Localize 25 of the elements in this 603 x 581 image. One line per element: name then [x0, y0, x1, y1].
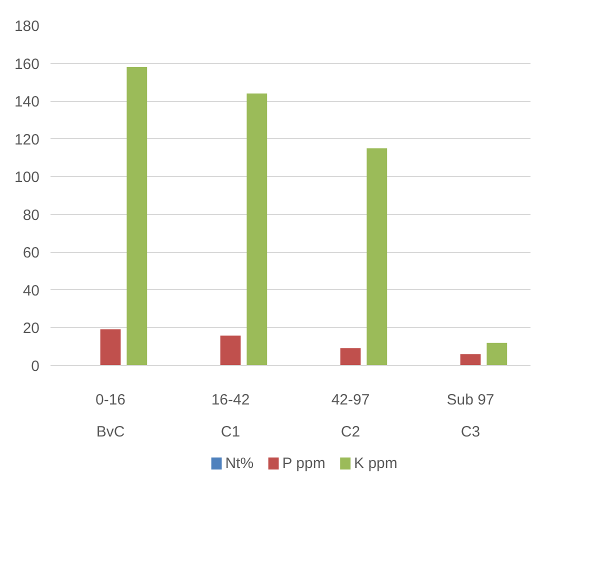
bar — [100, 329, 121, 366]
y-tick-label: 60 — [22, 244, 40, 262]
legend-label: P ppm — [282, 455, 326, 472]
bar — [366, 148, 388, 366]
legend-label: Nt% — [225, 455, 254, 472]
y-tick-label: 20 — [22, 320, 40, 338]
bar — [486, 342, 508, 366]
bar — [460, 354, 481, 366]
y-tick-label: 0 — [31, 358, 40, 375]
category-label: 16-42 C1 — [211, 392, 250, 440]
y-tick-label: 100 — [14, 169, 40, 186]
y-tick-label: 80 — [22, 206, 40, 224]
y-tick-label: 120 — [14, 131, 40, 148]
y-tick-label: 160 — [14, 56, 40, 73]
y-tick-label: 180 — [14, 18, 40, 35]
category-label: 42-97 C2 — [331, 392, 370, 440]
category-label: 0-16 BvC — [95, 392, 126, 440]
bar — [220, 336, 241, 366]
bar — [246, 94, 268, 366]
bar — [340, 348, 361, 366]
category-label: Sub 97 C3 — [446, 392, 494, 440]
y-tick-label: 140 — [14, 94, 40, 111]
legend-label: K ppm — [354, 455, 398, 472]
bar — [126, 67, 148, 366]
y-tick-label: 40 — [22, 282, 40, 300]
